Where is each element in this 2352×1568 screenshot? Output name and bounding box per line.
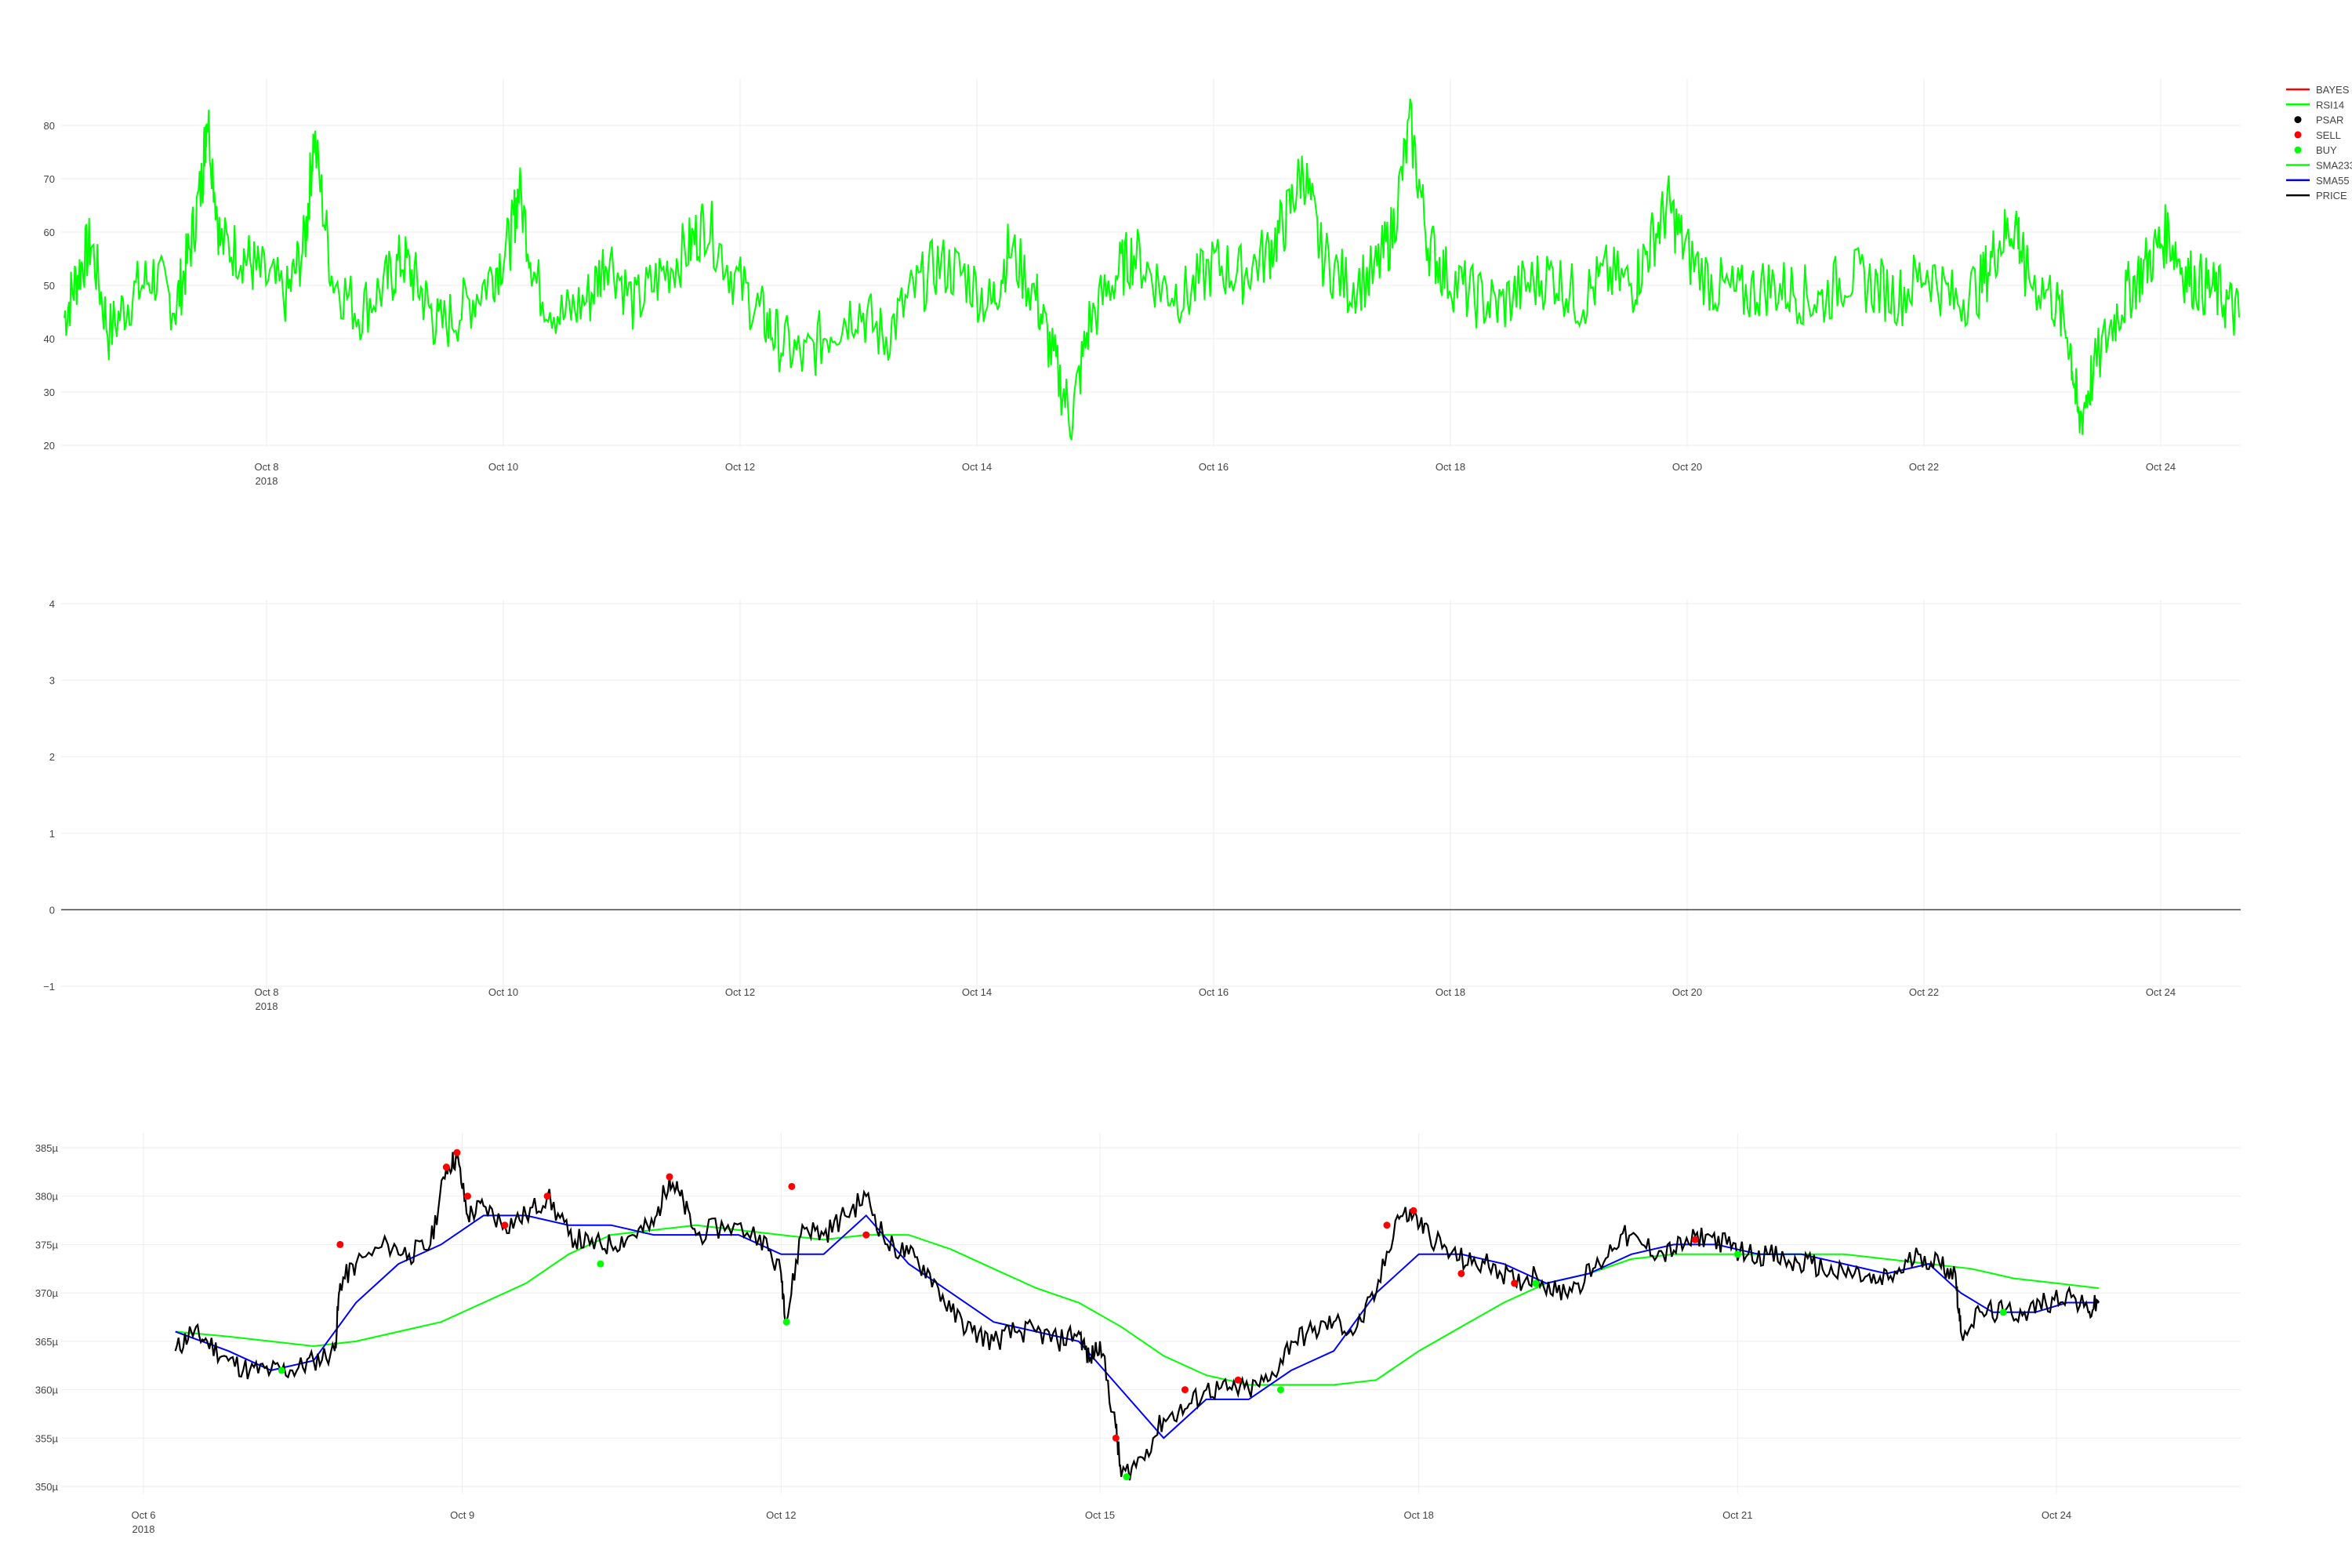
price-line xyxy=(174,1152,2100,1481)
sma233-line xyxy=(175,1224,2100,1386)
sell-marker xyxy=(543,1192,551,1200)
y-tick-label: 40 xyxy=(44,333,55,345)
y-tick-label: 30 xyxy=(44,387,55,398)
x-tick-label: Oct 18 xyxy=(1404,1509,1434,1521)
sell-marker xyxy=(1112,1434,1120,1442)
x-tick-label: Oct 20 xyxy=(1672,986,1702,998)
x-tick-label: Oct 8 xyxy=(254,986,278,998)
rsi14-line xyxy=(64,98,2240,441)
buy-marker xyxy=(1276,1386,1284,1394)
x-tick-year: 2018 xyxy=(256,1000,278,1012)
y-tick-label: 380µ xyxy=(35,1191,59,1203)
buy-marker xyxy=(597,1260,604,1268)
rsi-panel: Oct 8 Oct 10 Oct 12 Oct 14 Oct 16 Oct 18 Oct 2… xyxy=(44,78,2241,487)
y-tick-label: 2 xyxy=(49,751,55,763)
x-tick-label: Oct 12 xyxy=(766,1509,796,1521)
sell-marker xyxy=(862,1231,870,1239)
x-tick-label: Oct 15 xyxy=(1085,1509,1115,1521)
legend-label-price: PRICE xyxy=(2316,190,2347,201)
x-tick-label: Oct 21 xyxy=(1722,1509,1752,1521)
y-tick-label: 370µ xyxy=(35,1287,59,1299)
sell-marker xyxy=(501,1221,509,1229)
y-tick-label: 375µ xyxy=(35,1239,59,1250)
sell-marker xyxy=(666,1173,673,1181)
y-tick-label: 360µ xyxy=(35,1385,59,1396)
legend-swatch-buy xyxy=(2294,146,2302,154)
x-tick-label: Oct 16 xyxy=(1199,986,1229,998)
x-tick-label: Oct 20 xyxy=(1672,461,1702,473)
y-tick-label: −1 xyxy=(43,981,55,993)
legend-label-sma55: SMA55 xyxy=(2316,175,2350,187)
y-tick-label: 60 xyxy=(44,227,55,238)
x-tick-label: Oct 14 xyxy=(962,461,992,473)
y-tick-label: 3 xyxy=(49,675,55,687)
sell-marker xyxy=(453,1149,461,1156)
x-tick-year: 2018 xyxy=(132,1523,155,1535)
x-tick-label: Oct 12 xyxy=(725,986,755,998)
price-panel: Oct 6 Oct 9 Oct 12 Oct 15 Oct 18 Oct 21 Oct 24… xyxy=(35,1133,2241,1535)
x-tick-label: Oct 16 xyxy=(1199,461,1229,473)
sell-marker xyxy=(336,1240,344,1248)
y-tick-label: 20 xyxy=(44,440,55,452)
x-tick-label: Oct 9 xyxy=(450,1509,474,1521)
legend: BAYES RSI14 PSAR SELL BUY SMA233 SMA55 PRICE xyxy=(2286,84,2352,201)
sell-marker xyxy=(442,1163,450,1171)
sell-marker xyxy=(1181,1386,1189,1394)
x-tick-label: Oct 18 xyxy=(1436,461,1465,473)
sell-marker xyxy=(788,1182,796,1190)
buy-marker xyxy=(782,1318,790,1326)
legend-label-rsi14: RSI14 xyxy=(2316,99,2344,111)
x-tick-label: Oct 14 xyxy=(962,986,992,998)
sell-marker xyxy=(463,1192,471,1200)
x-tick-label: Oct 18 xyxy=(1436,986,1465,998)
sell-marker xyxy=(1234,1376,1242,1384)
legend-label-sma233: SMA233 xyxy=(2316,160,2352,172)
legend-label-bayes: BAYES xyxy=(2316,84,2350,96)
y-tick-label: 365µ xyxy=(35,1336,59,1348)
sell-marker xyxy=(1383,1221,1391,1229)
sell-marker xyxy=(1410,1207,1417,1214)
x-tick-label: Oct 8 xyxy=(254,461,278,473)
legend-swatch-sell xyxy=(2294,131,2302,139)
bayes-panel: Oct 8 Oct 10 Oct 12 Oct 14 Oct 16 Oct 18 Oct 2… xyxy=(43,598,2241,1012)
x-tick-label: Oct 22 xyxy=(1909,986,1939,998)
y-tick-label: 50 xyxy=(44,280,55,292)
y-tick-label: 4 xyxy=(49,598,55,610)
buy-marker xyxy=(1123,1473,1131,1481)
legend-swatch-psar xyxy=(2294,116,2302,124)
y-tick-label: 70 xyxy=(44,173,55,185)
x-tick-label: Oct 22 xyxy=(1909,461,1939,473)
x-tick-label: Oct 24 xyxy=(2146,986,2176,998)
x-tick-label: Oct 10 xyxy=(488,461,518,473)
buy-marker xyxy=(278,1367,285,1374)
x-tick-label: Oct 6 xyxy=(131,1509,155,1521)
sma55-line xyxy=(175,1214,2100,1439)
legend-label-sell: SELL xyxy=(2316,129,2341,141)
buy-marker xyxy=(1999,1308,2007,1316)
legend-label-psar: PSAR xyxy=(2316,114,2343,126)
x-tick-year: 2018 xyxy=(256,475,278,487)
x-tick-label: Oct 24 xyxy=(2146,461,2176,473)
x-tick-label: Oct 12 xyxy=(725,461,755,473)
legend-label-buy: BUY xyxy=(2316,144,2337,156)
sell-marker xyxy=(1691,1236,1699,1243)
y-tick-label: 385µ xyxy=(35,1142,59,1154)
buy-marker xyxy=(1733,1250,1741,1258)
y-tick-label: 355µ xyxy=(35,1432,59,1444)
y-tick-label: 1 xyxy=(49,828,55,840)
y-tick-label: 0 xyxy=(49,904,55,916)
x-tick-label: Oct 10 xyxy=(488,986,518,998)
buy-marker xyxy=(1532,1279,1540,1287)
y-tick-label: 350µ xyxy=(35,1481,59,1493)
y-tick-label: 80 xyxy=(44,120,55,132)
x-tick-label: Oct 24 xyxy=(2042,1509,2071,1521)
sell-marker xyxy=(1511,1279,1519,1287)
sell-marker xyxy=(1457,1269,1465,1277)
